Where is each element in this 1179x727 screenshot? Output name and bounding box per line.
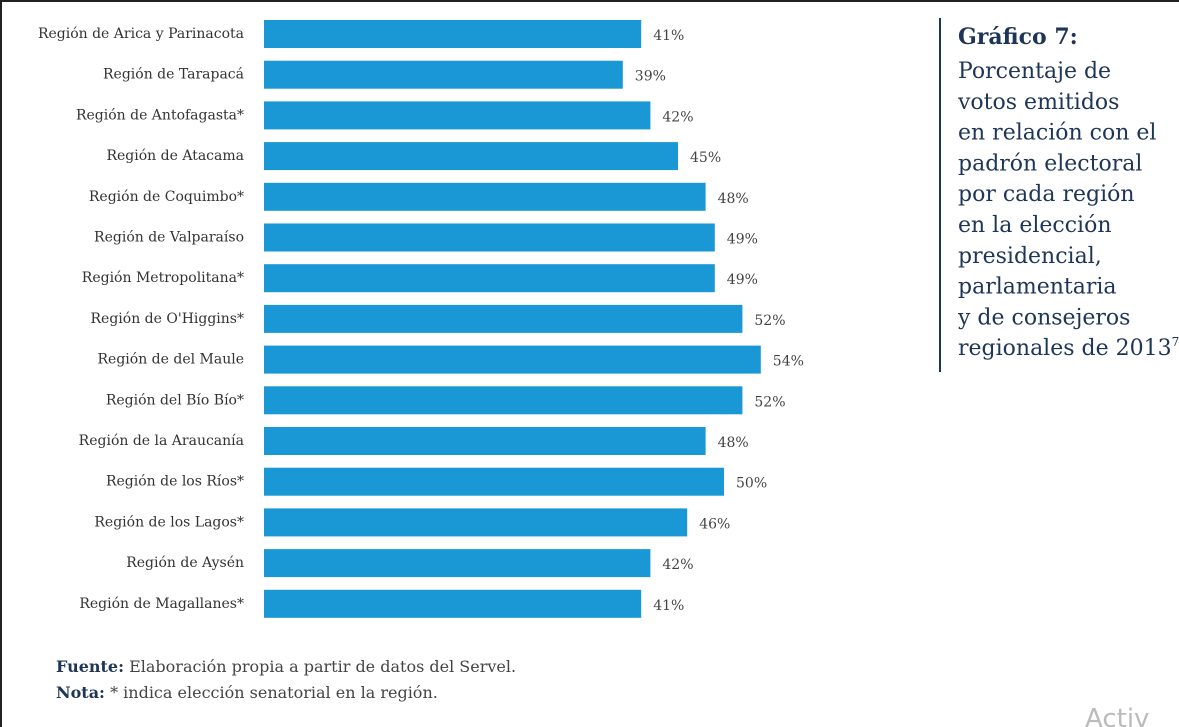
bar	[264, 20, 642, 48]
value-label: 48%	[718, 191, 749, 207]
note-label: Nota:	[56, 683, 105, 702]
category-label: Región de la Araucanía	[79, 433, 244, 449]
subtitle-line: por cada región	[958, 182, 1135, 207]
subtitle-line: en relación con el	[958, 121, 1156, 146]
subtitle-line: y de consejeros	[957, 305, 1130, 330]
value-label: 41%	[653, 598, 684, 614]
value-label: 52%	[754, 394, 785, 410]
footnote-marker: 7	[1172, 335, 1179, 349]
bar	[264, 60, 623, 89]
category-label: Región de Aysén	[126, 555, 244, 571]
bar	[264, 223, 715, 252]
category-label: Región del Bío Bío*	[106, 392, 244, 408]
category-label: Región de los Ríos*	[106, 474, 244, 490]
bar	[264, 549, 651, 578]
bar	[264, 182, 706, 211]
category-label: Región Metropolitana*	[82, 270, 244, 286]
subtitle-line: votos emitidos	[957, 90, 1119, 115]
bar	[264, 142, 678, 171]
source: Fuente: Elaboración propia a partir de d…	[56, 657, 516, 676]
bar	[264, 264, 715, 293]
note-text: * indica elección senatorial en la regió…	[110, 683, 438, 702]
bar	[264, 101, 651, 130]
category-label: Región de Atacama	[106, 148, 244, 164]
value-label: 45%	[690, 150, 721, 166]
subtitle-line: regionales de 20137	[958, 335, 1179, 361]
value-label: 42%	[662, 557, 693, 573]
value-label: 46%	[699, 516, 730, 532]
bar	[264, 589, 642, 618]
value-label: 50%	[736, 476, 767, 492]
bar	[264, 467, 724, 496]
category-label: Región de O'Higgins*	[91, 311, 244, 327]
bar	[264, 427, 706, 455]
value-label: 39%	[635, 69, 666, 85]
subtitle-line: padrón electoral	[958, 151, 1142, 176]
category-label: Región de del Maule	[98, 352, 245, 368]
category-label: Región de Valparaíso	[94, 230, 244, 246]
category-label: Región de Arica y Parinacota	[38, 26, 244, 42]
bar	[264, 345, 761, 374]
source-label: Fuente:	[56, 657, 124, 676]
category-label: Región de Antofagasta*	[76, 107, 244, 123]
value-label: 42%	[662, 109, 693, 125]
note: Nota: * indica elección senatorial en la…	[56, 683, 438, 702]
value-label: 52%	[754, 313, 785, 329]
value-label: 48%	[718, 435, 749, 451]
subtitle-line: parlamentaria	[958, 275, 1117, 300]
source-text: Elaboración propia a partir de datos del…	[129, 657, 516, 676]
category-label: Región de los Lagos*	[94, 514, 244, 530]
subtitle-line: presidencial,	[958, 244, 1102, 269]
value-label: 49%	[727, 232, 758, 248]
subtitle-line: en la elección	[958, 213, 1112, 238]
category-label: Región de Magallanes*	[79, 596, 244, 612]
category-label: Región de Tarapacá	[103, 67, 244, 83]
watermark: Activ	[1085, 704, 1149, 727]
value-label: 49%	[727, 272, 758, 288]
chart-title: Gráfico 7:	[958, 24, 1078, 50]
bar	[264, 304, 743, 333]
subtitle: Porcentaje de votos emitidos en relación c…	[957, 59, 1179, 361]
value-label: 54%	[773, 354, 804, 370]
bar	[264, 508, 688, 537]
category-label: Región de Coquimbo*	[89, 189, 244, 205]
bar	[264, 386, 743, 415]
subtitle-line: Porcentaje de	[958, 59, 1111, 84]
value-label: 41%	[653, 28, 684, 44]
